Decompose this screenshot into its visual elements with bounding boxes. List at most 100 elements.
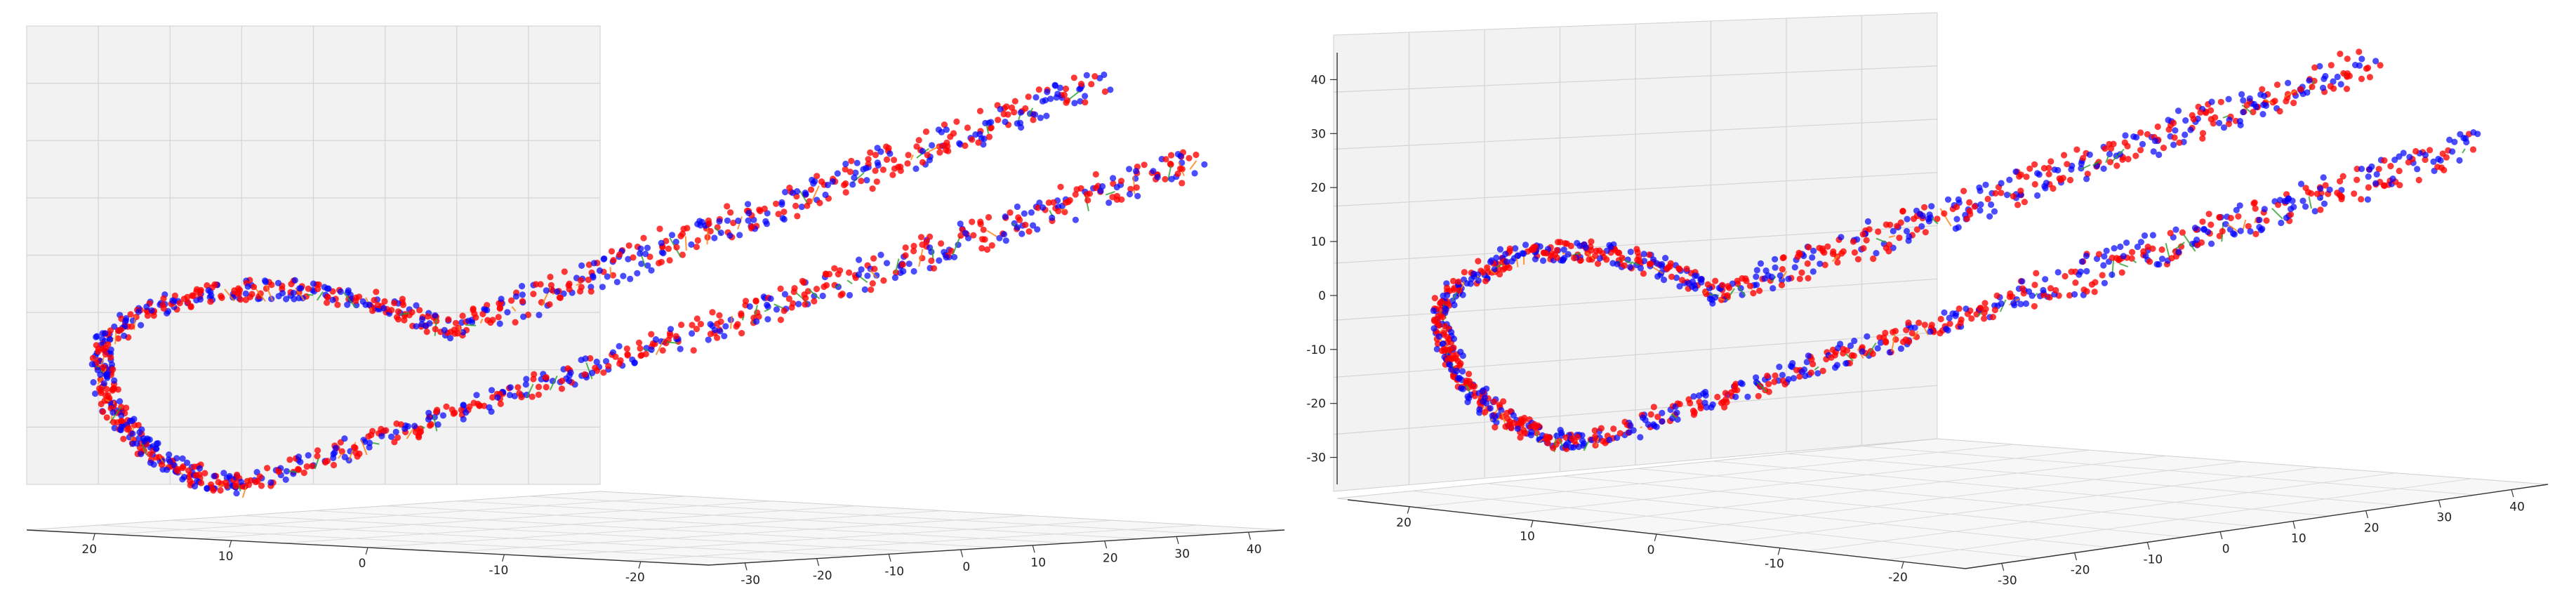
point-red	[1082, 99, 1089, 106]
point-blue	[842, 160, 849, 168]
point-blue	[1430, 307, 1437, 314]
point-blue	[1037, 114, 1044, 121]
point-blue	[891, 274, 898, 281]
point-blue	[345, 287, 352, 294]
point-blue	[1043, 112, 1050, 119]
point-red	[109, 366, 117, 373]
point-blue	[1051, 82, 1059, 89]
point-red	[1591, 427, 1598, 434]
point-red	[258, 482, 265, 489]
tick-mark	[638, 561, 642, 569]
point-red	[640, 234, 647, 241]
trajectory-segment	[217, 484, 225, 488]
point-blue	[2396, 153, 2403, 160]
point-red	[160, 295, 167, 302]
point-red	[1722, 390, 1729, 397]
point-red	[309, 463, 316, 470]
point-red	[910, 248, 917, 255]
point-red	[558, 385, 566, 392]
point-red	[201, 470, 208, 477]
point-blue	[2208, 98, 2215, 105]
point-blue	[310, 280, 317, 287]
trajectory-segment	[1623, 259, 1633, 265]
point-red	[738, 330, 745, 337]
point-blue	[2366, 166, 2373, 173]
tick-mark	[960, 549, 964, 557]
point-red	[1449, 277, 1457, 284]
point-red	[1992, 190, 1999, 197]
point-red	[976, 107, 984, 114]
point-blue	[642, 251, 649, 258]
point-red	[1664, 265, 1671, 272]
point-blue	[883, 260, 891, 267]
trajectory-segment	[847, 279, 853, 285]
point-blue	[2238, 91, 2245, 98]
point-blue	[2208, 240, 2215, 247]
point-red	[1481, 409, 1489, 416]
point-red	[1981, 315, 1988, 322]
point-blue	[1459, 385, 1466, 392]
point-blue	[1489, 412, 1496, 419]
tick-mark	[1176, 536, 1179, 545]
point-red	[204, 282, 211, 289]
point-blue	[1640, 258, 1648, 265]
grid-line	[1712, 460, 2330, 517]
point-blue	[1560, 246, 1567, 253]
point-blue	[637, 245, 644, 252]
point-red	[1977, 305, 1984, 312]
point-red	[1022, 221, 1029, 228]
point-red	[2066, 176, 2074, 184]
point-red	[2046, 293, 2053, 301]
point-red	[324, 299, 331, 306]
point-red	[114, 419, 121, 426]
point-blue	[578, 357, 585, 364]
point-blue	[166, 451, 173, 458]
point-red	[303, 463, 310, 470]
point-red	[1921, 204, 1928, 211]
point-red	[1885, 248, 1892, 255]
point-red	[369, 428, 376, 435]
point-red	[1804, 260, 1811, 267]
point-blue	[494, 394, 501, 401]
point-red	[1989, 314, 1996, 321]
point-blue	[2012, 168, 2019, 175]
point-red	[623, 345, 631, 352]
point-red	[1588, 238, 1595, 245]
tick-mark	[365, 547, 369, 555]
point-blue	[1077, 98, 1084, 105]
point-red	[481, 402, 488, 409]
point-blue	[237, 479, 245, 486]
point-red	[2434, 164, 2441, 171]
point-blue	[2334, 73, 2341, 81]
point-blue	[1986, 213, 1993, 220]
point-blue	[1988, 201, 1995, 208]
point-blue	[519, 283, 526, 290]
point-blue	[2389, 175, 2396, 183]
point-red	[210, 487, 217, 494]
point-blue	[1607, 244, 1614, 251]
point-red	[474, 400, 482, 408]
point-red	[872, 152, 879, 159]
point-blue	[2252, 103, 2259, 110]
point-red	[1756, 383, 1763, 390]
point-blue	[205, 287, 212, 294]
x-tick-label: 20	[81, 543, 97, 557]
point-red	[2441, 166, 2448, 173]
point-red	[98, 390, 105, 397]
point-red	[2263, 217, 2270, 224]
point-red	[1077, 81, 1085, 88]
point-blue	[1448, 329, 1455, 336]
point-blue	[1739, 380, 1746, 387]
point-blue	[2010, 300, 2017, 307]
point-red	[879, 166, 887, 173]
point-red	[1543, 433, 1550, 440]
point-blue	[1897, 345, 1904, 352]
point-blue	[2326, 186, 2333, 193]
point-blue	[1653, 260, 1660, 267]
point-blue	[2261, 93, 2268, 100]
point-red	[600, 369, 607, 376]
point-red	[1967, 211, 1974, 218]
point-blue	[2311, 208, 2318, 215]
point-red	[2080, 154, 2087, 161]
point-red	[2121, 139, 2128, 146]
